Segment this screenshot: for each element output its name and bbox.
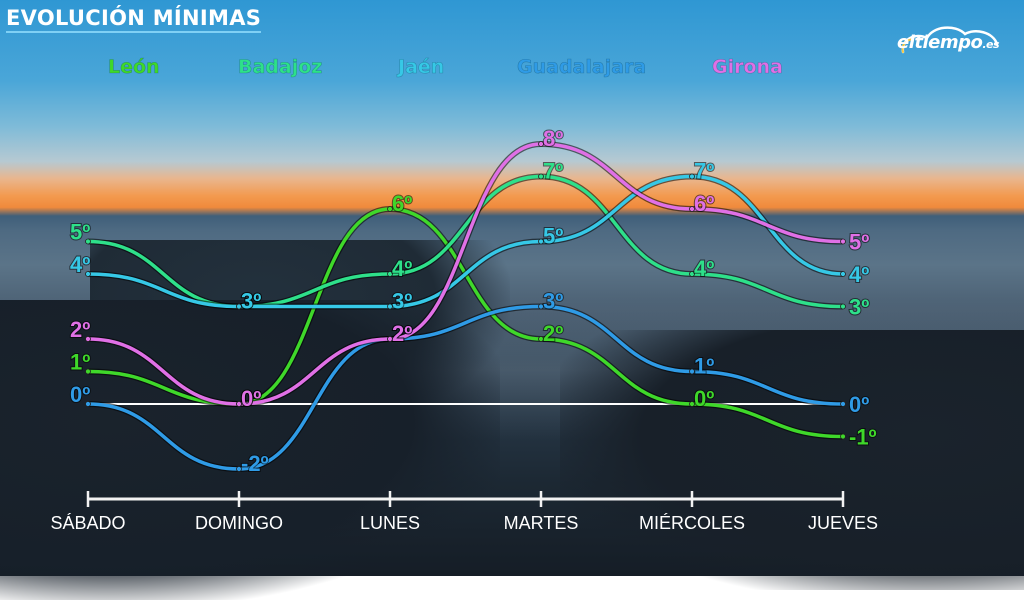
data-label: 5º xyxy=(849,230,869,255)
data-point xyxy=(538,238,544,245)
mountain-silhouette xyxy=(0,300,500,600)
data-point xyxy=(689,271,695,277)
chart-title: EVOLUCIÓN MÍNIMAS xyxy=(6,6,262,33)
data-point xyxy=(840,433,846,440)
logo-main-text: eltiempo xyxy=(897,32,983,53)
data-point xyxy=(236,401,242,407)
data-label: 4º xyxy=(392,256,412,281)
line-chart: 1º 0º 6º 2º 0º -1º 5º 3º 4º 7º 4º 3º 4º 3º 3º 5º 7º 4º 0º -… xyxy=(50,125,878,533)
data-label: 3º xyxy=(241,289,261,314)
x-tick-label: MIÉRCOLES xyxy=(639,513,745,533)
x-tick-label: JUEVES xyxy=(808,513,878,533)
legend-item-jaen: Jaén xyxy=(398,56,445,79)
data-label: 5º xyxy=(543,224,563,249)
data-label: 7º xyxy=(694,159,714,184)
data-point xyxy=(236,466,242,472)
x-axis: SÁBADO DOMINGO LUNES MARTES MIÉRCOLES JUEVES xyxy=(50,491,878,533)
series-girona xyxy=(86,140,845,408)
data-point xyxy=(538,141,544,147)
data-point xyxy=(840,303,846,310)
data-point xyxy=(85,401,91,407)
data-point xyxy=(689,368,695,375)
data-label: 5º xyxy=(70,220,90,245)
x-tick-label: LUNES xyxy=(360,513,420,533)
data-point xyxy=(236,303,242,310)
x-tick-label: DOMINGO xyxy=(195,513,283,533)
data-label: 8º xyxy=(543,126,563,151)
data-label: 2º xyxy=(392,321,412,346)
eltiempo-logo: eltiempo.es xyxy=(893,22,1018,62)
data-label: 3º xyxy=(392,289,412,314)
logo-suffix-text: .es xyxy=(982,38,1000,51)
data-label: 2º xyxy=(392,321,412,346)
data-label: 6º xyxy=(694,191,714,216)
data-label: 0º xyxy=(241,386,261,411)
data-point xyxy=(85,271,91,277)
data-point xyxy=(85,368,91,375)
legend-item-leon: León xyxy=(108,56,160,79)
data-point xyxy=(538,336,544,342)
data-point xyxy=(689,173,695,180)
series-guadalajara xyxy=(86,303,845,473)
data-point xyxy=(387,336,393,342)
data-label: 0º xyxy=(241,386,261,411)
series-layer xyxy=(86,140,845,473)
data-point xyxy=(840,401,846,407)
mountain-silhouette xyxy=(560,330,1024,590)
cloud-icon xyxy=(901,26,999,54)
data-point xyxy=(689,206,695,212)
data-point xyxy=(387,303,393,310)
data-label: 4º xyxy=(70,252,90,277)
x-tick-label: SÁBADO xyxy=(50,513,125,533)
series-jaen xyxy=(86,173,845,310)
legend-item-girona: Girona xyxy=(712,56,783,79)
legend-item-guadalajara: Guadalajara xyxy=(517,56,647,79)
legend-item-badajoz: Badajoz xyxy=(238,56,323,79)
data-label: 0º xyxy=(70,382,90,407)
data-point xyxy=(85,238,91,245)
data-label: 2º xyxy=(543,321,563,346)
data-label: 1º xyxy=(70,350,90,375)
data-label: -1º xyxy=(849,425,877,450)
data-label: 0º xyxy=(694,386,714,411)
data-point xyxy=(689,401,695,407)
data-point xyxy=(840,238,846,245)
data-label: 1º xyxy=(694,354,714,379)
data-point xyxy=(85,336,91,342)
data-point xyxy=(387,271,393,277)
data-label: 6º xyxy=(392,191,412,216)
data-point xyxy=(538,173,544,180)
data-label: 3º xyxy=(241,289,261,314)
data-point xyxy=(387,206,393,212)
data-label: 3º xyxy=(849,295,869,320)
data-point xyxy=(538,303,544,310)
data-label: 0º xyxy=(849,392,869,417)
x-tick-label: MARTES xyxy=(504,513,579,533)
data-label: 4º xyxy=(849,262,869,287)
data-label: 3º xyxy=(543,289,563,314)
data-point xyxy=(840,271,846,277)
data-label: 7º xyxy=(543,159,563,184)
data-label: 4º xyxy=(694,256,714,281)
data-label: 2º xyxy=(70,317,90,342)
value-labels: 1º 0º 6º 2º 0º -1º 5º 3º 4º 7º 4º 3º 4º 3º 3º 5º 7º 4º 0º -… xyxy=(69,125,878,477)
data-label: -2º xyxy=(241,451,269,476)
